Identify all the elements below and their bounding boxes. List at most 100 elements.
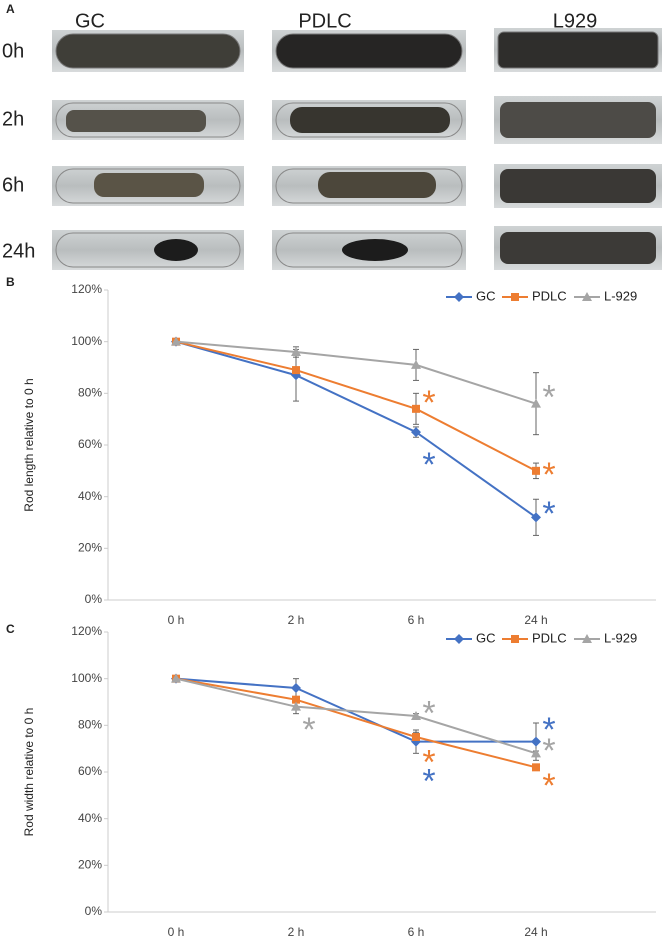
x-tick-label: 0 h bbox=[168, 925, 185, 939]
channel bbox=[275, 102, 463, 138]
point bbox=[531, 512, 541, 523]
point bbox=[531, 748, 541, 758]
significance-mark: * bbox=[542, 456, 555, 494]
point bbox=[531, 736, 541, 747]
legend-marker bbox=[511, 635, 519, 643]
series-line bbox=[175, 340, 537, 472]
rod bbox=[500, 102, 656, 138]
y-tick-label: 40% bbox=[78, 811, 102, 825]
point bbox=[412, 733, 420, 741]
y-axis-title: Rod length relative to 0 h bbox=[22, 378, 36, 511]
y-tick-label: 100% bbox=[71, 334, 102, 348]
point bbox=[531, 398, 541, 408]
series-line bbox=[175, 340, 537, 519]
row-header: 0h bbox=[2, 40, 24, 62]
significance-mark: * bbox=[542, 711, 555, 749]
legend-marker bbox=[454, 634, 464, 644]
x-tick-label: 2 h bbox=[288, 613, 305, 627]
point bbox=[412, 404, 420, 413]
y-tick-label: 0% bbox=[85, 904, 103, 918]
y-tick-label: 80% bbox=[78, 718, 102, 732]
legend-marker bbox=[582, 292, 592, 301]
y-tick-label: 40% bbox=[78, 489, 102, 503]
x-tick-label: 0 h bbox=[168, 613, 185, 627]
channel bbox=[275, 168, 463, 204]
series-line bbox=[175, 677, 537, 755]
micrograph bbox=[52, 230, 244, 270]
y-tick-label: 120% bbox=[71, 624, 102, 638]
legend-marker bbox=[582, 634, 592, 643]
row-header: 6h bbox=[2, 174, 24, 196]
point bbox=[291, 683, 301, 693]
rod bbox=[497, 31, 659, 69]
series-line bbox=[175, 677, 537, 769]
significance-mark: * bbox=[542, 379, 555, 417]
y-tick-label: 80% bbox=[78, 386, 102, 400]
channel bbox=[55, 232, 241, 268]
significance-mark: * bbox=[302, 711, 315, 749]
point bbox=[411, 711, 421, 720]
column-header: GC bbox=[75, 10, 105, 32]
y-tick-label: 120% bbox=[71, 282, 102, 296]
panel-label: B bbox=[6, 275, 15, 289]
rod bbox=[290, 107, 450, 133]
row-header: 24h bbox=[2, 240, 35, 262]
panel-label: C bbox=[6, 622, 15, 636]
series-line bbox=[175, 340, 537, 405]
legend-label: L-929 bbox=[604, 288, 637, 303]
micrograph-grid bbox=[52, 28, 662, 270]
point bbox=[292, 366, 300, 375]
significance-mark: * bbox=[422, 744, 435, 782]
significance-mark: * bbox=[422, 446, 435, 484]
channel bbox=[55, 102, 241, 138]
y-axis-title: Rod width relative to 0 h bbox=[22, 708, 36, 837]
rod bbox=[154, 239, 198, 261]
y-tick-label: 100% bbox=[71, 671, 102, 685]
legend-label: GC bbox=[476, 288, 496, 303]
legend-label: L-929 bbox=[604, 630, 637, 645]
channel bbox=[275, 232, 463, 268]
y-tick-label: 60% bbox=[78, 764, 102, 778]
legend-marker bbox=[511, 293, 519, 301]
point bbox=[291, 701, 301, 711]
series-line bbox=[175, 677, 536, 743]
y-tick-label: 0% bbox=[85, 592, 103, 606]
y-tick-label: 20% bbox=[78, 541, 102, 555]
channel bbox=[55, 168, 241, 204]
panel-label: A bbox=[6, 2, 15, 16]
panel-a: A GC PDLC L929 0h 2h 6h 24h bbox=[2, 2, 662, 270]
rod bbox=[94, 173, 204, 197]
point bbox=[411, 359, 421, 369]
y-tick-label: 60% bbox=[78, 437, 102, 451]
x-tick-label: 24 h bbox=[524, 925, 547, 939]
legend-label: GC bbox=[476, 630, 496, 645]
x-tick-label: 6 h bbox=[408, 613, 425, 627]
rod bbox=[500, 232, 656, 264]
significance-mark: * bbox=[542, 767, 555, 805]
significance-mark: * bbox=[422, 762, 435, 800]
significance-mark: * bbox=[422, 384, 435, 422]
point bbox=[411, 427, 421, 438]
significance-mark: * bbox=[542, 495, 555, 533]
rod bbox=[55, 33, 241, 69]
rod bbox=[275, 33, 463, 69]
rod bbox=[66, 110, 206, 132]
legend-label: PDLC bbox=[532, 288, 567, 303]
point bbox=[532, 466, 540, 475]
point bbox=[292, 695, 300, 704]
column-header: L929 bbox=[553, 10, 598, 32]
point bbox=[291, 347, 301, 356]
y-tick-label: 20% bbox=[78, 858, 102, 872]
x-tick-label: 24 h bbox=[524, 613, 547, 627]
point bbox=[171, 673, 181, 683]
significance-mark: * bbox=[422, 695, 435, 733]
legend-label: PDLC bbox=[532, 630, 567, 645]
row-header: 2h bbox=[2, 108, 24, 130]
column-header: PDLC bbox=[298, 10, 351, 32]
rod bbox=[342, 239, 408, 261]
rod bbox=[500, 169, 656, 203]
x-tick-label: 6 h bbox=[408, 925, 425, 939]
rod bbox=[318, 172, 436, 198]
point bbox=[171, 336, 181, 346]
